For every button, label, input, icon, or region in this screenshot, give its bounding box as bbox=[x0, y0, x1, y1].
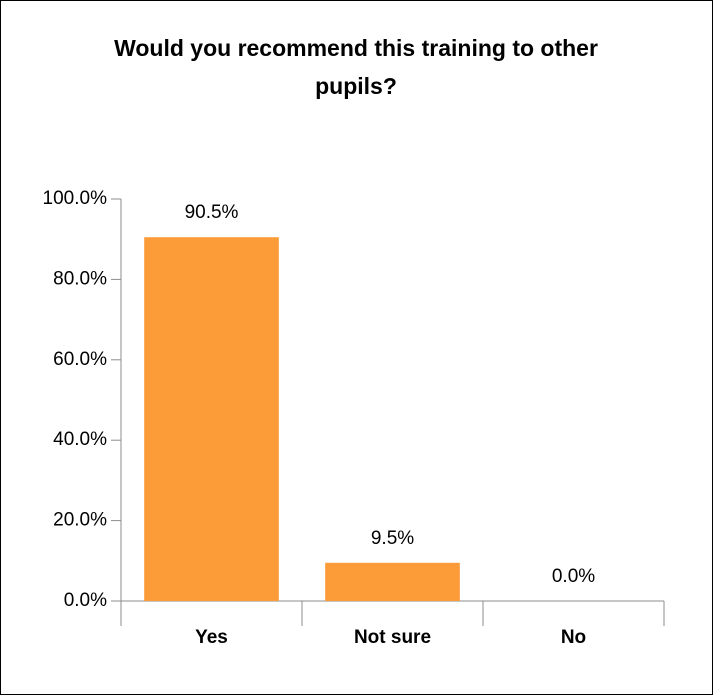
y-tick-label: 20.0% bbox=[53, 510, 107, 531]
y-tick-label: 100.0% bbox=[43, 188, 108, 209]
value-label: 0.0% bbox=[552, 566, 595, 587]
y-tick-label: 40.0% bbox=[53, 429, 107, 450]
x-tick-label: Not sure bbox=[354, 627, 431, 648]
y-tick-label: 60.0% bbox=[53, 349, 107, 370]
bar bbox=[325, 562, 460, 601]
x-tick-label: Yes bbox=[195, 627, 228, 648]
value-label: 90.5% bbox=[185, 202, 239, 223]
x-tick-label: No bbox=[561, 627, 586, 648]
y-tick-label: 80.0% bbox=[53, 268, 107, 289]
value-label: 9.5% bbox=[371, 528, 414, 549]
chart-title: Would you recommend this training to oth… bbox=[114, 35, 598, 99]
y-tick-label: 0.0% bbox=[64, 590, 107, 611]
bar bbox=[144, 237, 279, 601]
